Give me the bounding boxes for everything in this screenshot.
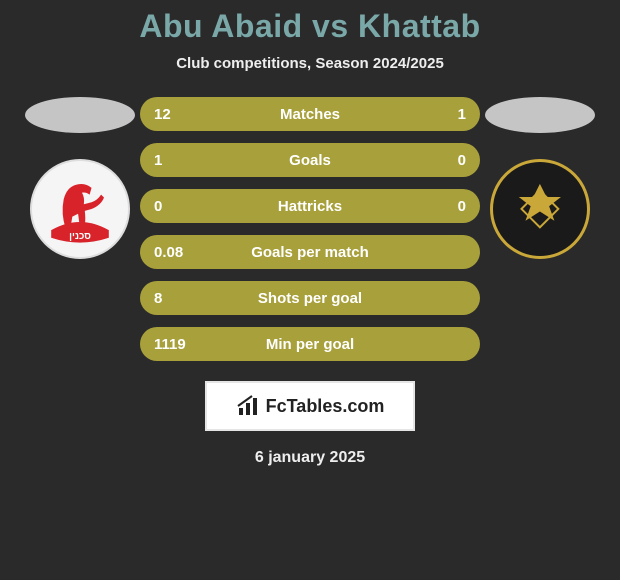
stat-label: Shots per goal — [140, 290, 480, 307]
stat-row-spg: 8 Shots per goal — [140, 281, 480, 315]
right-player-col — [480, 97, 600, 259]
player-avatar-right — [485, 97, 595, 133]
stats-bars: 12 Matches 1 1 Goals 0 0 Hattricks 0 — [140, 97, 480, 361]
stat-label: Matches — [140, 106, 480, 123]
club-crest-right — [490, 159, 590, 259]
infographic-container: Abu Abaid vs Khattab Club competitions, … — [0, 0, 620, 580]
stat-right-value: 1 — [458, 106, 466, 123]
brand-logo-box: FcTables.com — [205, 381, 415, 431]
main-row: סכנין 12 Matches 1 1 Goals 0 — [0, 97, 620, 361]
stat-label: Goals per match — [140, 244, 480, 261]
chart-icon — [236, 394, 260, 418]
player-avatar-left — [25, 97, 135, 133]
stat-row-gpm: 0.08 Goals per match — [140, 235, 480, 269]
brand-text: FcTables.com — [266, 396, 385, 417]
stat-row-mpg: 1119 Min per goal — [140, 327, 480, 361]
infographic-date: 6 january 2025 — [255, 449, 365, 467]
stat-label: Goals — [140, 152, 480, 169]
stat-row-hattricks: 0 Hattricks 0 — [140, 189, 480, 223]
stat-row-goals: 1 Goals 0 — [140, 143, 480, 177]
left-player-col: סכנין — [20, 97, 140, 259]
svg-text:סכנין: סכנין — [69, 231, 91, 242]
page-title: Abu Abaid vs Khattab — [139, 8, 480, 45]
club-crest-left: סכנין — [30, 159, 130, 259]
subtitle: Club competitions, Season 2024/2025 — [176, 55, 444, 72]
stat-row-matches: 12 Matches 1 — [140, 97, 480, 131]
stat-label: Min per goal — [140, 336, 480, 353]
stat-right-value: 0 — [458, 198, 466, 215]
stat-right-value: 0 — [458, 152, 466, 169]
stat-label: Hattricks — [140, 198, 480, 215]
